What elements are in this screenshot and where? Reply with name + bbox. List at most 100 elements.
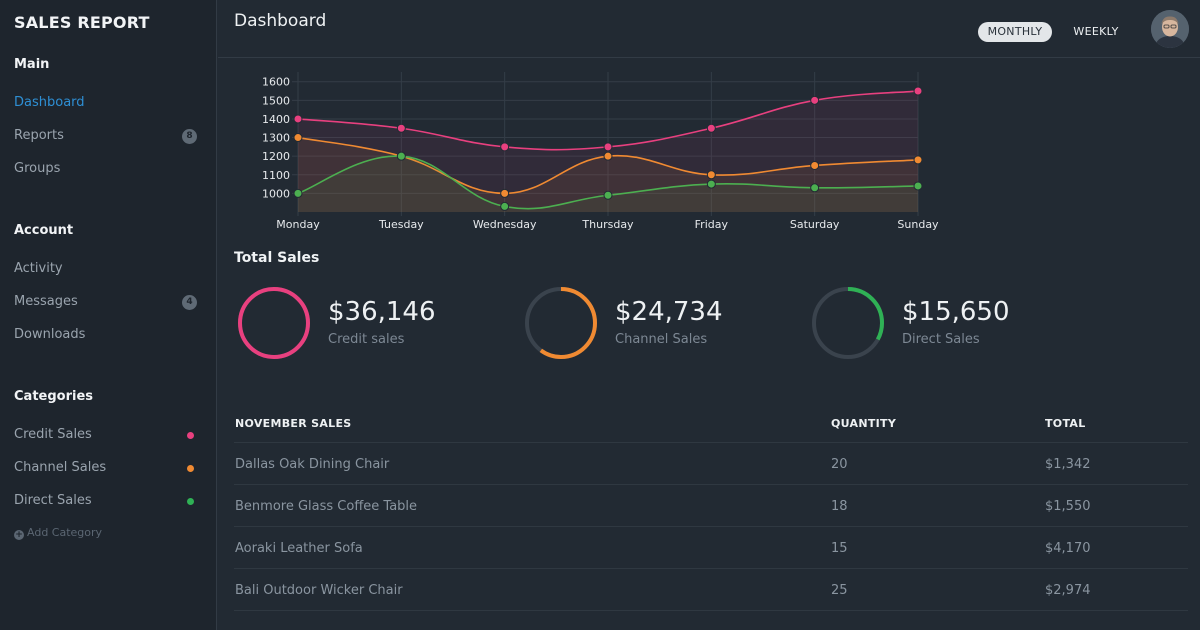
x-tick-label: Friday: [695, 218, 729, 231]
category-color-dot: [187, 498, 194, 505]
sidebar-item-direct-sales[interactable]: Direct Sales: [14, 490, 204, 512]
november-sales-table: NOVEMBER SALES QUANTITY TOTAL Dallas Oak…: [234, 402, 1188, 611]
section-title-main: Main: [14, 57, 50, 72]
data-point: [396, 151, 406, 161]
y-tick-label: 1000: [262, 187, 290, 200]
add-category-button[interactable]: + Add Category: [14, 525, 102, 541]
y-tick-label: 1500: [262, 94, 290, 107]
cell-quantity: 15: [831, 541, 848, 556]
credit-sales-ring: [238, 287, 310, 359]
y-tick-label: 1300: [262, 132, 290, 145]
column-header-total[interactable]: TOTAL: [1045, 417, 1086, 430]
table-row[interactable]: Dallas Oak Dining Chair 20 $1,342: [234, 443, 1188, 485]
stat-channel-sales: $24,734 Channel Sales: [523, 285, 783, 363]
column-header-quantity[interactable]: QUANTITY: [831, 417, 897, 430]
stat-label: Channel Sales: [615, 332, 708, 347]
cell-item: Aoraki Leather Sofa: [235, 541, 363, 556]
cell-quantity: 25: [831, 583, 848, 598]
stat-value: $24,734: [615, 297, 723, 327]
sidebar-item-label: Groups: [14, 161, 61, 176]
data-point: [293, 133, 303, 143]
data-point: [603, 190, 613, 200]
data-point: [706, 123, 716, 133]
data-point: [810, 183, 820, 193]
cell-total: $1,342: [1045, 457, 1091, 472]
data-point: [913, 86, 923, 96]
x-tick-label: Monday: [276, 218, 320, 231]
cell-total: $4,170: [1045, 541, 1091, 556]
monthly-toggle-button[interactable]: MONTHLY: [978, 22, 1052, 42]
cell-total: $1,550: [1045, 499, 1091, 514]
data-point: [293, 188, 303, 198]
messages-count-badge: 4: [182, 295, 197, 310]
y-tick-label: 1400: [262, 113, 290, 126]
page-title: Dashboard: [234, 11, 327, 31]
y-tick-label: 1600: [262, 76, 290, 89]
y-tick-label: 1100: [262, 169, 290, 182]
sidebar-item-label: Dashboard: [14, 95, 85, 110]
data-point: [706, 170, 716, 180]
cell-quantity: 18: [831, 499, 848, 514]
data-point: [603, 151, 613, 161]
reports-count-badge: 8: [182, 129, 197, 144]
cell-item: Dallas Oak Dining Chair: [235, 457, 390, 472]
sidebar-item-label: Messages: [14, 294, 78, 309]
data-point: [810, 160, 820, 170]
series-area: [298, 137, 918, 212]
brand-title: SALES REPORT: [14, 13, 150, 32]
stat-value: $15,650: [902, 297, 1010, 327]
x-tick-label: Sunday: [897, 218, 939, 231]
category-color-dot: [187, 465, 194, 472]
sidebar-item-label: Direct Sales: [14, 493, 92, 508]
sidebar-item-messages[interactable]: Messages 4: [14, 291, 204, 313]
sidebar-item-credit-sales[interactable]: Credit Sales: [14, 424, 204, 446]
column-header-item[interactable]: NOVEMBER SALES: [235, 417, 352, 430]
user-avatar[interactable]: [1151, 10, 1189, 48]
cell-item: Benmore Glass Coffee Table: [235, 499, 418, 514]
sidebar-item-activity[interactable]: Activity: [14, 258, 204, 280]
sidebar-item-downloads[interactable]: Downloads: [14, 324, 204, 346]
total-sales-title: Total Sales: [234, 250, 320, 266]
x-tick-label: Wednesday: [473, 218, 537, 231]
table-row[interactable]: Benmore Glass Coffee Table 18 $1,550: [234, 485, 1188, 527]
series-area: [298, 156, 918, 212]
table-row[interactable]: Aoraki Leather Sofa 15 $4,170: [234, 527, 1188, 569]
data-point: [913, 155, 923, 165]
direct-sales-ring: [812, 287, 884, 359]
data-point: [293, 114, 303, 124]
section-title-categories: Categories: [14, 389, 94, 404]
plus-circle-icon: +: [14, 530, 24, 540]
channel-sales-ring: [525, 287, 597, 359]
data-point: [500, 201, 510, 211]
ring-progress: [238, 287, 310, 359]
stat-label: Credit sales: [328, 332, 405, 347]
sidebar-item-label: Channel Sales: [14, 460, 107, 475]
table-row[interactable]: Bali Outdoor Wicker Chair 25 $2,974: [234, 569, 1188, 611]
stat-credit-sales: $36,146 Credit sales: [236, 285, 496, 363]
ring-progress: [812, 287, 884, 359]
cell-item: Bali Outdoor Wicker Chair: [235, 583, 403, 598]
stat-label: Direct Sales: [902, 332, 980, 347]
data-point: [810, 95, 820, 105]
sidebar-item-label: Downloads: [14, 327, 86, 342]
user-avatar-icon: [1151, 10, 1189, 48]
data-point: [500, 142, 510, 152]
x-tick-label: Saturday: [790, 218, 840, 231]
x-tick-label: Thursday: [581, 218, 634, 231]
add-category-label: Add Category: [27, 526, 103, 539]
data-point: [706, 179, 716, 189]
sidebar-item-channel-sales[interactable]: Channel Sales: [14, 457, 204, 479]
sidebar-item-groups[interactable]: Groups: [14, 158, 204, 180]
sidebar-item-label: Activity: [14, 261, 63, 276]
sidebar-item-reports[interactable]: Reports 8: [14, 125, 204, 147]
header: Dashboard MONTHLY WEEKLY: [218, 0, 1200, 58]
ring-progress: [525, 287, 597, 359]
data-point: [500, 188, 510, 198]
table-header: NOVEMBER SALES QUANTITY TOTAL: [234, 402, 1188, 443]
series-area: [298, 91, 918, 212]
sidebar-item-label: Reports: [14, 128, 64, 143]
weekly-toggle-button[interactable]: WEEKLY: [1073, 25, 1119, 38]
stat-direct-sales: $15,650 Direct Sales: [810, 285, 1070, 363]
cell-quantity: 20: [831, 457, 848, 472]
sidebar-item-dashboard[interactable]: Dashboard: [14, 92, 204, 114]
